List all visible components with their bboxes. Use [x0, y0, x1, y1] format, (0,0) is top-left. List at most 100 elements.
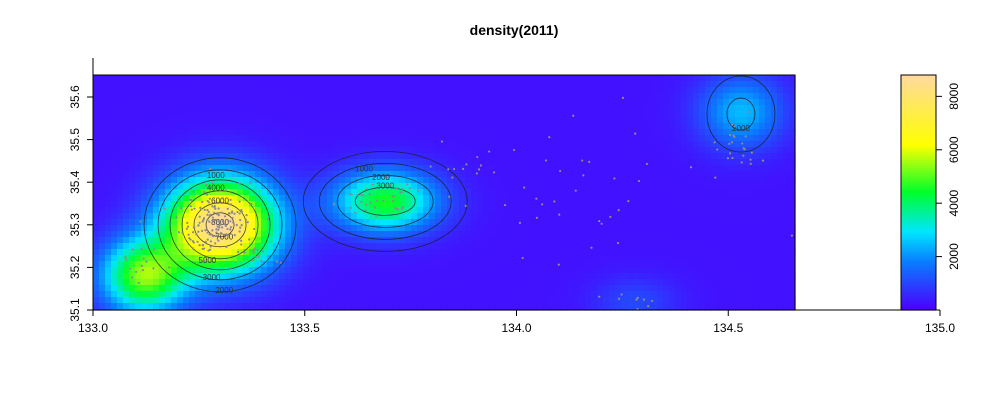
heatmap-cell — [381, 225, 388, 232]
heatmap-cell — [165, 249, 172, 256]
heatmap-cell — [753, 231, 760, 238]
heatmap-cell — [765, 297, 772, 304]
heatmap-cell — [669, 201, 676, 208]
heatmap-cell — [519, 165, 526, 172]
heatmap-cell — [645, 105, 652, 112]
heatmap-cell — [423, 219, 430, 226]
heatmap-cell — [783, 117, 790, 124]
heatmap-cell — [279, 123, 286, 130]
heatmap-cell — [267, 249, 274, 256]
heatmap-cell — [549, 147, 556, 154]
heatmap-cell — [663, 195, 670, 202]
data-point — [226, 233, 229, 237]
heatmap-cell — [543, 189, 550, 196]
heatmap-cell — [711, 267, 718, 274]
heatmap-cell — [411, 165, 418, 172]
heatmap-cell — [783, 201, 790, 208]
heatmap-cell — [153, 261, 160, 268]
heatmap-cell — [183, 147, 190, 154]
heatmap-cell — [207, 99, 214, 106]
heatmap-cell — [93, 153, 100, 160]
heatmap-cell — [147, 255, 154, 262]
heatmap-cell — [105, 75, 112, 82]
heatmap-cell — [423, 291, 430, 298]
heatmap-cell — [195, 291, 202, 298]
heatmap-cell — [591, 111, 598, 118]
heatmap-cell — [777, 159, 784, 166]
heatmap-cell — [705, 201, 712, 208]
heatmap-cell — [231, 189, 238, 196]
heatmap-cell — [525, 219, 532, 226]
heatmap-cell — [585, 99, 592, 106]
heatmap-cell — [243, 117, 250, 124]
heatmap-cell — [375, 303, 382, 310]
heatmap-cell — [393, 147, 400, 154]
heatmap-cell — [435, 219, 442, 226]
heatmap-cell — [309, 183, 316, 190]
heatmap-cell — [177, 267, 184, 274]
heatmap-cell — [417, 255, 424, 262]
heatmap-cell — [429, 189, 436, 196]
heatmap-cell — [285, 261, 292, 268]
data-point — [193, 207, 196, 210]
heatmap-cell — [573, 87, 580, 94]
heatmap-cell — [93, 105, 100, 112]
heatmap-cell — [165, 147, 172, 154]
heatmap-cell — [423, 279, 430, 286]
heatmap-cell — [231, 87, 238, 94]
heatmap-cell — [345, 81, 352, 88]
heatmap-cell — [603, 195, 610, 202]
heatmap-cell — [507, 117, 514, 124]
heatmap-cell — [111, 183, 118, 190]
heatmap-cell — [663, 171, 670, 178]
contour-line — [336, 174, 434, 228]
heatmap-cell — [489, 249, 496, 256]
heatmap-cell — [645, 189, 652, 196]
heatmap-cell — [351, 213, 358, 220]
heatmap-cell — [555, 93, 562, 100]
heatmap-cell — [93, 201, 100, 208]
heatmap-cell — [591, 255, 598, 262]
heatmap-cell — [339, 279, 346, 286]
heatmap-cell — [513, 195, 520, 202]
heatmap-cell — [555, 219, 562, 226]
heatmap-cell — [279, 75, 286, 82]
heatmap-cell — [549, 123, 556, 130]
heatmap-cell — [513, 279, 520, 286]
heatmap-cell — [537, 207, 544, 214]
heatmap-cell — [783, 243, 790, 250]
heatmap-cell — [417, 147, 424, 154]
heatmap-cell — [789, 135, 796, 142]
heatmap-cell — [753, 183, 760, 190]
heatmap-cell — [477, 189, 484, 196]
heatmap-cell — [705, 285, 712, 292]
heatmap-cell — [483, 99, 490, 106]
heatmap-cell — [225, 207, 232, 214]
heatmap-cell — [135, 195, 142, 202]
heatmap-cell — [369, 111, 376, 118]
heatmap-cell — [453, 267, 460, 274]
heatmap-cell — [393, 189, 400, 196]
heatmap-cell — [135, 303, 142, 310]
heatmap-cell — [789, 123, 796, 130]
data-point — [240, 243, 243, 246]
heatmap-cell — [513, 255, 520, 262]
heatmap-cell — [351, 105, 358, 112]
heatmap-cell — [489, 213, 496, 220]
heatmap-cell — [447, 195, 454, 202]
heatmap-cell — [567, 195, 574, 202]
heatmap-cell — [519, 219, 526, 226]
heatmap-cell — [645, 141, 652, 148]
heatmap-cell — [429, 153, 436, 160]
heatmap-cell — [597, 303, 604, 310]
heatmap-cell — [711, 147, 718, 154]
heatmap-cell — [579, 75, 586, 82]
heatmap-cell — [405, 243, 412, 250]
heatmap-cell — [477, 171, 484, 178]
data-point — [647, 305, 650, 308]
heatmap-cell — [765, 261, 772, 268]
heatmap-cell — [657, 177, 664, 184]
heatmap-cell — [771, 159, 778, 166]
heatmap-cell — [393, 135, 400, 142]
heatmap-cell — [351, 165, 358, 172]
